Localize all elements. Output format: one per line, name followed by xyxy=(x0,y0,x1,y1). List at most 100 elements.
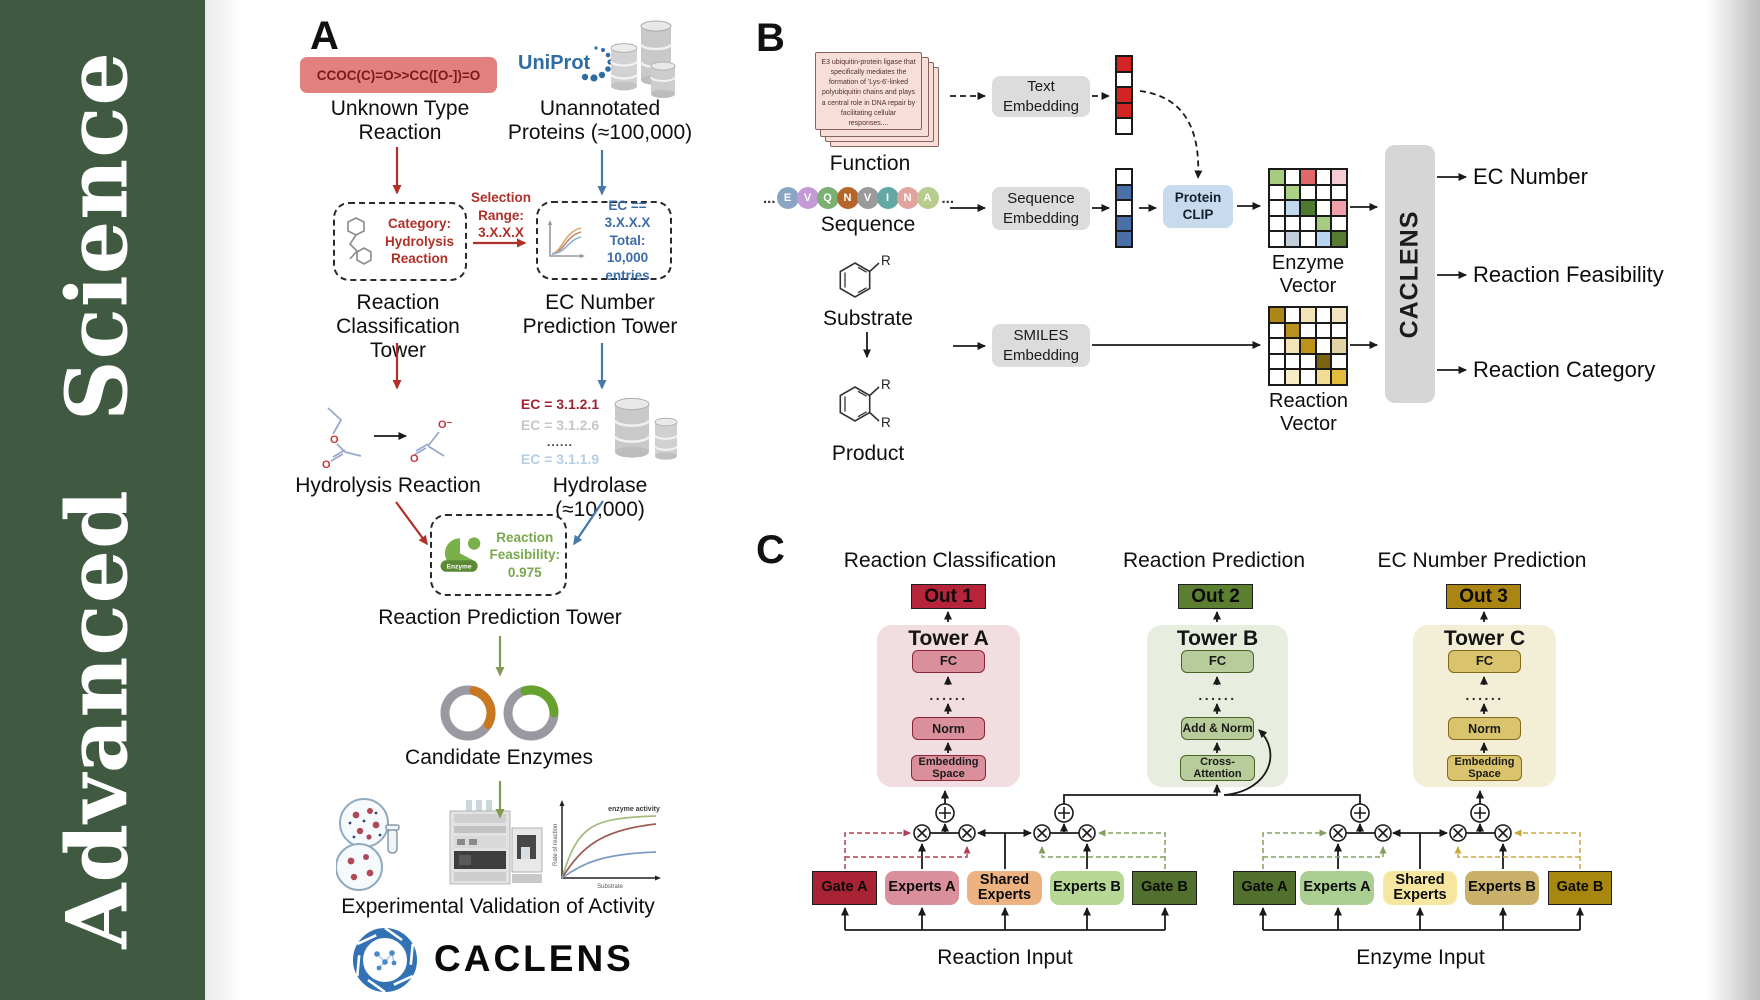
residue-circle: N xyxy=(896,187,919,209)
out2-box: Out 2 xyxy=(1178,584,1253,609)
tower-a-fc: FC xyxy=(912,650,985,673)
tower-a-norm: Norm xyxy=(912,717,985,740)
enzyme-input-label: Enzyme Input xyxy=(1356,946,1485,969)
gate-a-enzyme: Gate A xyxy=(1233,871,1296,905)
text-embedding-box: Text Embedding xyxy=(992,76,1090,117)
tower-b-fc: FC xyxy=(1181,650,1254,673)
hydrolysis-structures: O O O O⁻ xyxy=(322,407,453,470)
hydrolase-database-icon xyxy=(613,397,678,460)
header-ec-number-prediction: EC Number Prediction xyxy=(1377,549,1587,572)
prediction-tower-label: Reaction Prediction Tower xyxy=(378,606,622,629)
gate-b-right-dashed xyxy=(1454,829,1581,869)
hplc-instrument-icon xyxy=(449,800,543,885)
page-edge-shadow xyxy=(1706,0,1760,1000)
caclens-module-text: CACLENS xyxy=(1395,210,1424,338)
hydrolysis-reaction-label: Hydrolysis Reaction xyxy=(295,474,481,497)
text-embedding-vector xyxy=(1115,55,1133,135)
tower-b-title: Tower B xyxy=(1176,627,1259,650)
residue-circle: V xyxy=(856,187,879,209)
svg-text:R: R xyxy=(881,253,891,268)
sequence-label: Sequence xyxy=(820,213,916,236)
tower-b-add-norm: Add & Norm xyxy=(1181,717,1254,740)
classification-tower-label: Reaction Classification Tower xyxy=(336,291,460,362)
svg-text:R: R xyxy=(881,415,891,430)
residue-circle: V xyxy=(796,187,819,209)
residue-circle: Q xyxy=(816,187,839,209)
residue-circle: N xyxy=(836,187,859,209)
plot-ylabel: Rate of reaction xyxy=(553,824,559,866)
validation-label: Experimental Validation of Activity xyxy=(341,895,655,918)
enzyme-icon: Enzyme xyxy=(440,537,481,572)
output-ec-number: EC Number xyxy=(1473,164,1588,189)
unannotated-proteins-label: Unannotated Proteins (≈100,000) xyxy=(507,97,693,144)
sequence-embedding-box: Sequence Embedding xyxy=(992,187,1090,230)
tower-b-dots: ...... xyxy=(1198,687,1237,703)
svg-text:Enzyme: Enzyme xyxy=(447,564,472,571)
multiply-nodes xyxy=(913,824,1512,842)
shared-experts-reaction: Shared Experts xyxy=(967,871,1042,905)
panel-b-label: B xyxy=(756,16,785,60)
svg-text:O: O xyxy=(330,434,339,446)
ec-result-2: EC = 3.1.2.6 xyxy=(520,416,600,433)
reaction-feasibility-box: Enzyme Reaction Feasibility: 0.975 xyxy=(430,514,567,596)
tower-a: Tower A FC ...... Norm Embedding Space xyxy=(877,625,1020,787)
journal-sidebar: Advanced Science xyxy=(0,0,205,1000)
sequence-embedding-vector xyxy=(1115,168,1133,248)
function-label: Function xyxy=(829,152,911,175)
residue-circle: I xyxy=(876,187,899,209)
function-card: E3 ubiquitin-protein ligase that specifi… xyxy=(815,52,922,130)
enzyme-activity-plot: Rate of reaction Substrate enzyme activi… xyxy=(553,800,661,890)
gate-a-left-dashed xyxy=(844,829,971,869)
svg-text:O: O xyxy=(322,459,331,470)
ec-result-top: EC = 3.1.2.1 xyxy=(520,396,600,412)
uniprot-logo: UniProt xyxy=(518,46,613,82)
plot-annotation: enzyme activity xyxy=(608,806,660,813)
ec-range-text: EC == 3.X.X.X Total: 10,000 entries xyxy=(604,197,651,283)
out1-box: Out 1 xyxy=(911,584,986,609)
ellipsis-right: ... xyxy=(941,189,955,207)
tower-c-norm: Norm xyxy=(1448,717,1521,740)
header-reaction-classification: Reaction Classification xyxy=(843,549,1057,572)
reaction-vector-grid xyxy=(1268,306,1348,386)
plot-xlabel: Substrate xyxy=(597,884,623,890)
page-gutter xyxy=(205,0,241,1000)
output-reaction-category: Reaction Category xyxy=(1473,357,1656,382)
substrate-label: Substrate xyxy=(823,307,913,330)
unknown-reaction-label: Unknown Type Reaction xyxy=(330,97,470,144)
gate-b-reaction: Gate B xyxy=(1132,871,1197,905)
gate-b-enzyme: Gate B xyxy=(1548,871,1612,905)
ec-result-last: EC = 3.1.1.9 xyxy=(520,450,600,467)
substrate-structure: R xyxy=(839,253,891,298)
caclens-brand-text: CACLENS xyxy=(434,938,634,979)
shared-experts-enzyme: Shared Experts xyxy=(1383,871,1457,905)
svg-text:UniProt: UniProt xyxy=(518,52,591,74)
journal-name: Advanced Science xyxy=(47,51,147,949)
add-nodes xyxy=(935,803,1490,823)
experts-b-enzyme: Experts B xyxy=(1465,871,1539,905)
panel-a-label: A xyxy=(310,14,339,58)
reaction-vector-label: Reaction Vector xyxy=(1269,390,1348,435)
svg-text:R: R xyxy=(881,377,891,392)
tower-c-fc: FC xyxy=(1448,650,1521,673)
ec-tower-label: EC Number Prediction Tower xyxy=(522,291,678,338)
out3-box: Out 3 xyxy=(1446,584,1521,609)
tower-c-embedding-space: Embedding Space xyxy=(1447,755,1522,781)
protein-clip-box: Protein CLIP xyxy=(1163,185,1233,228)
selection-range-label: Selection Range: 3.X.X.X xyxy=(470,190,532,241)
feasibility-text: Reaction Feasibility: 0.975 xyxy=(489,529,560,580)
plasmid-icons xyxy=(440,685,559,741)
tower-b-cross-attention: Cross-Attention xyxy=(1180,755,1255,781)
gate-a-reaction: Gate A xyxy=(812,871,877,905)
caclens-logo-icon xyxy=(353,926,417,994)
header-reaction-prediction: Reaction Prediction xyxy=(1122,549,1306,572)
panel-c-label: C xyxy=(756,528,785,572)
candidate-enzymes-label: Candidate Enzymes xyxy=(405,746,593,769)
residue-circle: A xyxy=(916,187,939,209)
reaction-input-label: Reaction Input xyxy=(937,946,1073,969)
svg-text:O⁻: O⁻ xyxy=(438,419,453,431)
tower-a-embedding-space: Embedding Space xyxy=(911,755,986,781)
ec-results-list: EC = 3.1.2.1 EC = 3.1.2.6 ...... EC = 3.… xyxy=(520,397,600,467)
reaction-classification-box: Category: Hydrolysis Reaction xyxy=(333,202,467,281)
